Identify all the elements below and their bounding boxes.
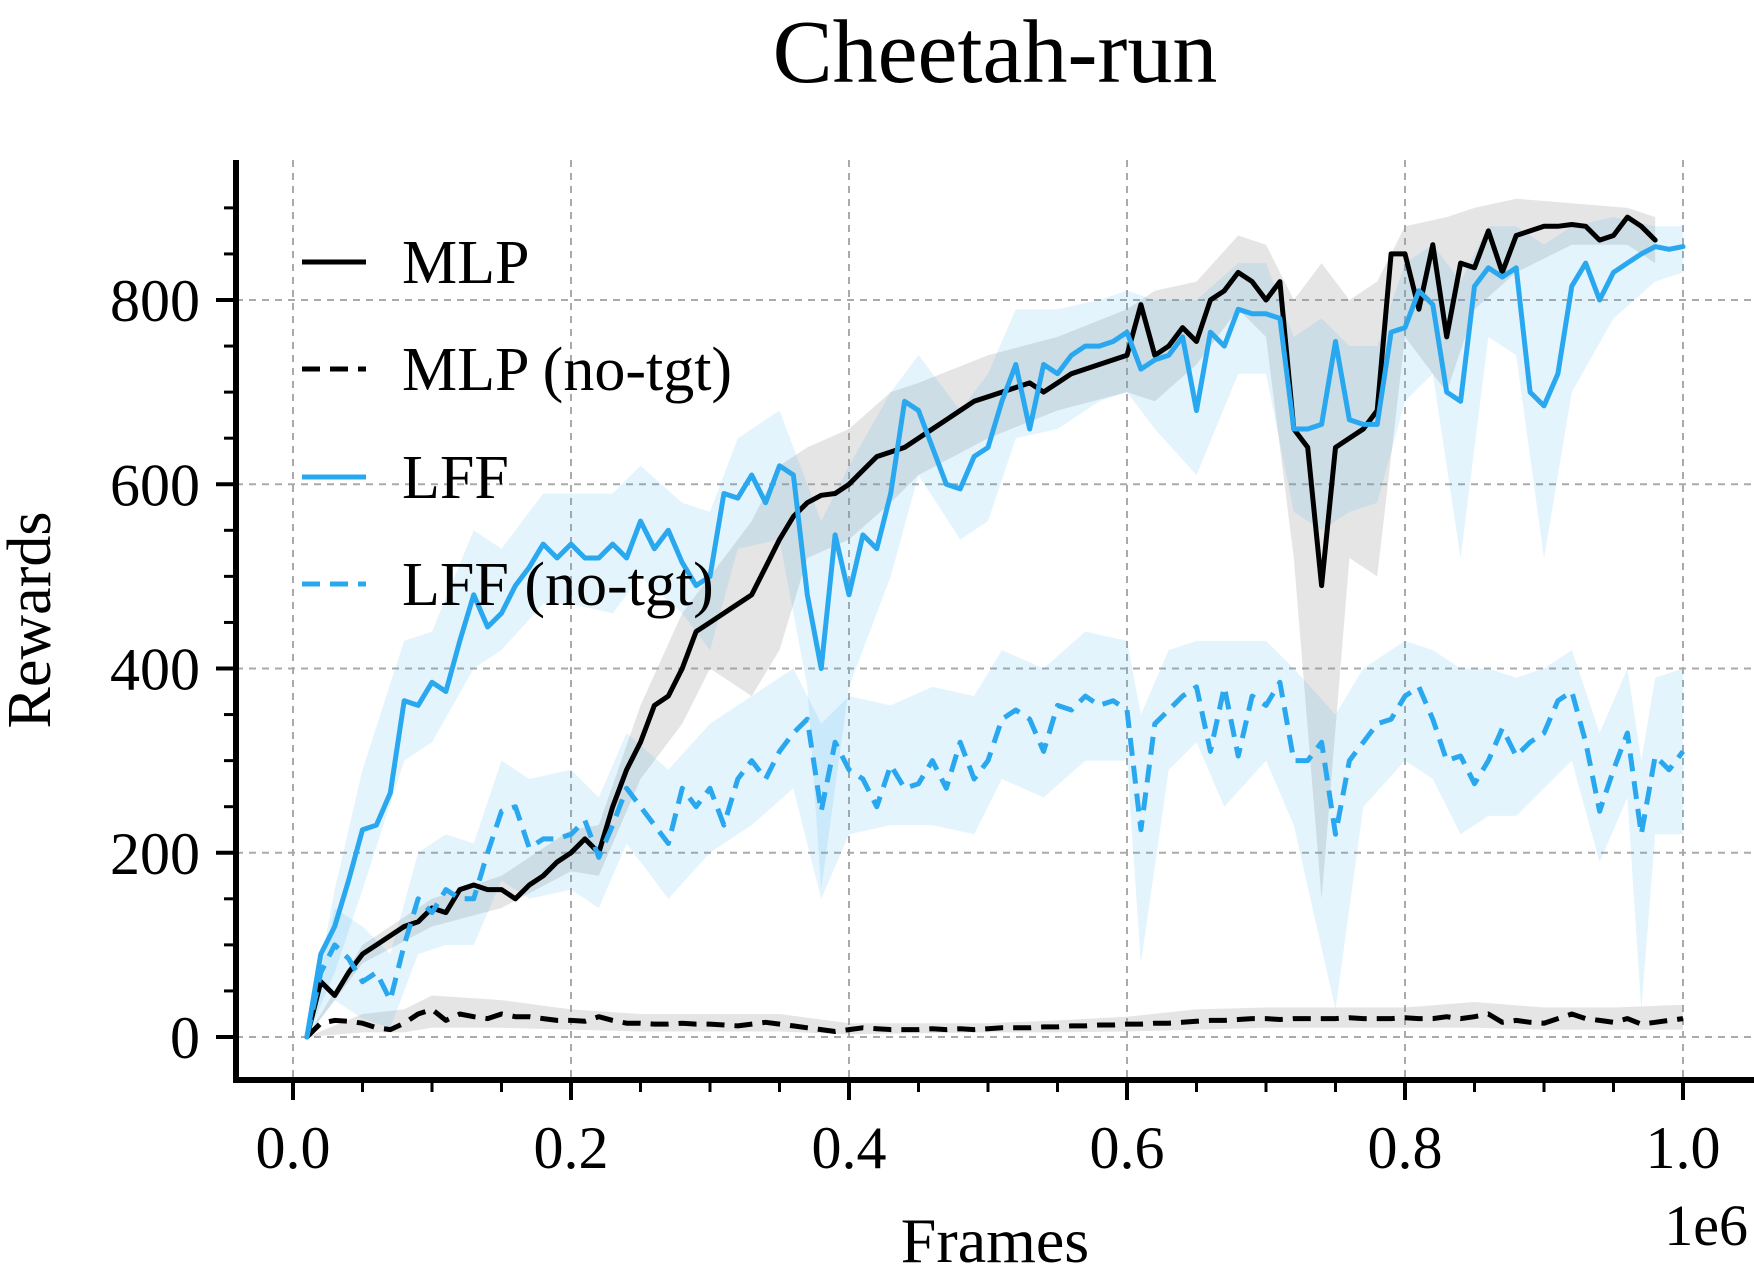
x-tick-label: 0.8 [1368, 1115, 1443, 1181]
legend-item-mlp: MLP [302, 229, 529, 297]
series-lines [304, 214, 1686, 1040]
x-tick-label: 0.0 [256, 1115, 331, 1181]
series-line-lff-no-tgt [304, 679, 1685, 1038]
series-line-mlp-no-tgt [305, 1006, 1684, 1039]
axes [216, 160, 1754, 1100]
legend-label: LFF [402, 444, 509, 512]
legend-label: MLP [402, 229, 529, 297]
legend-item-lff-no-tgt: LFF (no-tgt) [302, 551, 714, 619]
series-line-lff [304, 244, 1686, 1040]
legend-item-mlp-no-tgt: MLP (no-tgt) [302, 336, 732, 404]
band-mlp-no-tgt [306, 995, 1683, 1037]
chart-title: Cheetah-run [773, 3, 1218, 102]
y-tick-label: 200 [110, 821, 200, 887]
y-axis-label: Rewards [0, 512, 64, 729]
legend: MLP MLP (no-tgt) LFF LFF (no-tgt) [302, 229, 732, 619]
x-axis-label: Frames [901, 1205, 1089, 1272]
tick-labels: 0 200 400 600 800 0.0 0.2 0.4 0.6 0.8 1.0 [110, 268, 1721, 1181]
x-tick-label: 0.6 [1090, 1115, 1165, 1181]
y-tick-label: 400 [110, 637, 200, 703]
legend-item-lff: LFF [302, 444, 509, 512]
y-tick-label: 600 [110, 452, 200, 518]
confidence-bands [306, 198, 1683, 1038]
legend-label: LFF (no-tgt) [402, 551, 714, 619]
x-tick-label: 0.4 [812, 1115, 887, 1181]
y-tick-label: 0 [170, 1005, 200, 1071]
y-tick-label: 800 [110, 268, 200, 334]
band-lff [306, 217, 1683, 1038]
band-mlp [306, 198, 1656, 1037]
series-line-mlp [304, 214, 1658, 1040]
legend-label: MLP (no-tgt) [402, 336, 732, 404]
x-axis-scale-label: 1e6 [1664, 1193, 1748, 1258]
x-tick-label: 1.0 [1646, 1115, 1721, 1181]
band-lff-no-tgt [306, 631, 1683, 1037]
x-tick-label: 0.2 [534, 1115, 609, 1181]
